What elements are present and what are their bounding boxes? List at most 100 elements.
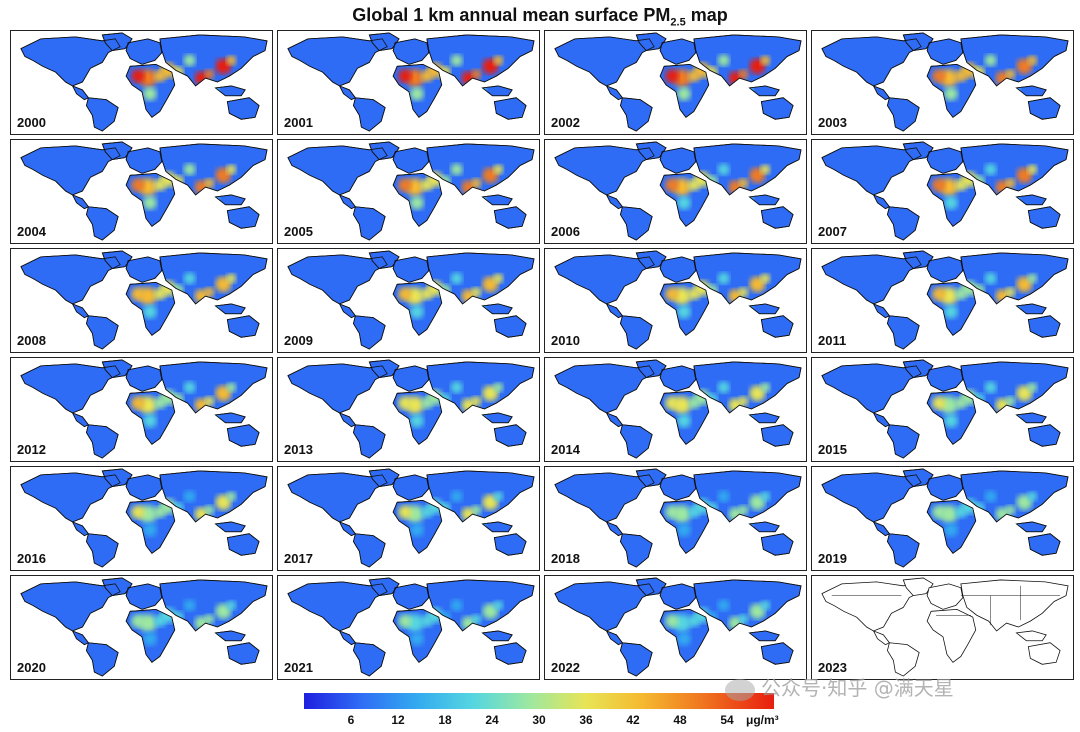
map-panel-2003: 2003 (811, 30, 1074, 135)
hotspot (204, 69, 215, 80)
continent-europe (659, 474, 697, 501)
continent-europe (659, 256, 697, 283)
continent-central-america (872, 194, 891, 210)
continent-asia (426, 361, 535, 414)
continent-central-america (605, 85, 624, 101)
map-panel-2020: 2020 (10, 575, 273, 680)
continent-central-america (872, 521, 891, 537)
colorbar-gradient (304, 693, 774, 709)
hotspot (943, 522, 958, 537)
world-map (287, 32, 535, 132)
hotspot (1027, 491, 1038, 502)
continent-asia (960, 252, 1069, 305)
world-map (287, 359, 535, 459)
world-map (20, 577, 268, 677)
hotspot (943, 195, 958, 210)
hotspot (471, 178, 482, 189)
map-grid: 2000 2001 2002 2003 2004 2005 2006 2007 2008 2009… (10, 30, 1074, 680)
colorbar-unit: μg/m³ (746, 713, 779, 727)
continent-south-america (85, 424, 119, 459)
year-label: 2006 (551, 224, 580, 239)
continent-europe (659, 583, 697, 610)
hotspot (226, 382, 237, 393)
hotspot (1005, 396, 1016, 407)
continent-south-america (85, 533, 119, 568)
year-label: 2012 (17, 442, 46, 457)
hotspot (409, 522, 424, 537)
hotspot (1005, 178, 1016, 189)
world-map (554, 577, 802, 677)
hotspot (665, 614, 679, 628)
continent-north-america (20, 472, 121, 523)
year-label: 2014 (551, 442, 580, 457)
year-label: 2004 (17, 224, 46, 239)
continent-asia (693, 579, 802, 632)
hotspot (943, 413, 958, 428)
hotspot (471, 505, 482, 516)
page-title: Global 1 km annual mean surface PM2.5 ma… (352, 5, 728, 29)
hotspot (665, 505, 679, 519)
hotspot (450, 381, 463, 394)
year-label: 2011 (818, 333, 847, 348)
hotspot (760, 164, 771, 175)
world-map (287, 141, 535, 241)
continent-central-america (872, 303, 891, 319)
continent-europe (125, 365, 163, 392)
continent-south-america (619, 315, 653, 350)
world-map (821, 250, 1069, 350)
hotspot (1027, 382, 1038, 393)
continent-south-america (352, 315, 386, 350)
continent-europe (926, 583, 964, 610)
continent-south-america (886, 533, 920, 568)
continent-asia (693, 470, 802, 523)
hotspot (183, 272, 196, 285)
colorbar-tick: 18 (438, 713, 452, 727)
continent-asia (159, 34, 268, 87)
map-panel-2011: 2011 (811, 248, 1074, 353)
continent-south-america (886, 97, 920, 132)
colorbar-tick: 42 (626, 713, 640, 727)
hotspot (1005, 69, 1016, 80)
hotspot (142, 86, 157, 101)
continent-central-america (605, 412, 624, 428)
continent-europe (926, 147, 964, 174)
year-label: 2017 (284, 551, 313, 566)
pm25-hotspots (665, 490, 771, 537)
pm25-hotspots (932, 272, 1038, 319)
continent-asia (693, 361, 802, 414)
continent-north-america (821, 581, 922, 632)
colorbar-tick: 48 (673, 713, 687, 727)
continent-south-america (886, 642, 920, 677)
hotspot (943, 86, 958, 101)
continent-north-america (287, 363, 388, 414)
year-label: 2002 (551, 115, 580, 130)
wechat-icon (725, 678, 755, 701)
world-map (20, 141, 268, 241)
continent-asia (960, 143, 1069, 196)
hotspot (932, 505, 946, 519)
world-map (554, 141, 802, 241)
hotspot (226, 164, 237, 175)
continent-australia (1027, 642, 1061, 665)
map-panel-2014: 2014 (544, 357, 807, 462)
hotspot (760, 382, 771, 393)
continent-europe (125, 474, 163, 501)
colorbar-tick: 24 (485, 713, 499, 727)
hotspot (984, 272, 997, 285)
continent-south-america (85, 206, 119, 241)
world-map (20, 32, 268, 132)
continent-north-america (554, 254, 655, 305)
continent-central-america (605, 194, 624, 210)
continent-south-america (85, 97, 119, 132)
hotspot (398, 396, 412, 410)
hotspot (450, 163, 463, 176)
year-label: 2018 (551, 551, 580, 566)
hotspot (738, 614, 749, 625)
map-panel-2009: 2009 (277, 248, 540, 353)
continent-north-america (821, 363, 922, 414)
hotspot (676, 413, 691, 428)
hotspot (409, 304, 424, 319)
map-panel-2004: 2004 (10, 139, 273, 244)
continent-africa (926, 608, 977, 663)
continent-south-america (352, 424, 386, 459)
